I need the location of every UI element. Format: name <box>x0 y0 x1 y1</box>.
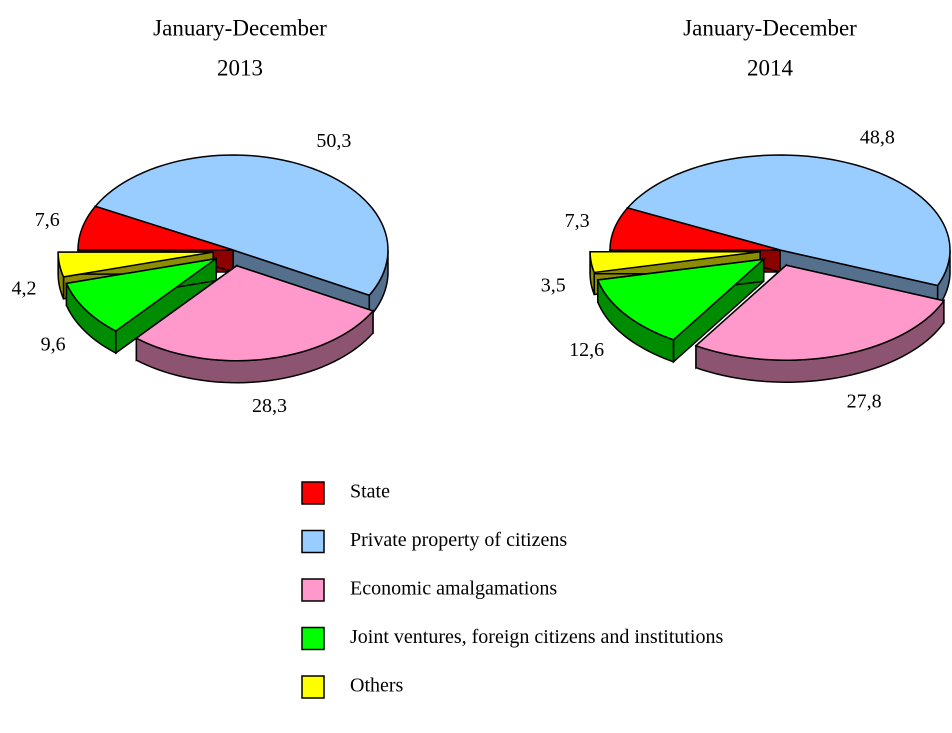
legend-label: Others <box>350 675 404 697</box>
chart-title: January-December <box>683 15 857 40</box>
slice <box>94 154 389 297</box>
slice <box>694 264 946 361</box>
slice <box>134 264 375 362</box>
slice <box>609 207 781 251</box>
data-label: 7,6 <box>35 209 60 231</box>
legend-label: Economic amalgamations <box>350 578 557 600</box>
legend-swatch <box>301 481 325 505</box>
slice <box>589 251 761 274</box>
legend-label: Private property of citizens <box>350 529 567 551</box>
data-label: 3,5 <box>541 275 566 297</box>
slice <box>65 257 217 332</box>
chart-subtitle: 2014 <box>747 55 794 80</box>
chart-title: January-December <box>153 15 327 40</box>
legend-label: State <box>350 481 390 503</box>
data-label: 48,8 <box>860 127 895 149</box>
data-label: 50,3 <box>316 130 351 152</box>
legend-swatch <box>301 626 325 651</box>
legend-swatch <box>301 675 325 699</box>
legend-swatch <box>301 529 325 554</box>
data-label: 9,6 <box>41 333 66 355</box>
data-label: 27,8 <box>847 390 882 412</box>
slice <box>77 205 234 251</box>
data-label: 4,2 <box>11 278 36 300</box>
data-label: 28,3 <box>252 395 287 417</box>
data-label: 7,3 <box>565 210 590 232</box>
slice <box>626 154 951 287</box>
slice <box>57 251 214 278</box>
legend-label: Joint ventures, foreign citizens and ins… <box>350 626 723 648</box>
slice <box>596 258 766 341</box>
data-label: 12,6 <box>569 339 604 361</box>
legend-swatch <box>301 578 325 602</box>
chart-subtitle: 2013 <box>217 55 263 80</box>
